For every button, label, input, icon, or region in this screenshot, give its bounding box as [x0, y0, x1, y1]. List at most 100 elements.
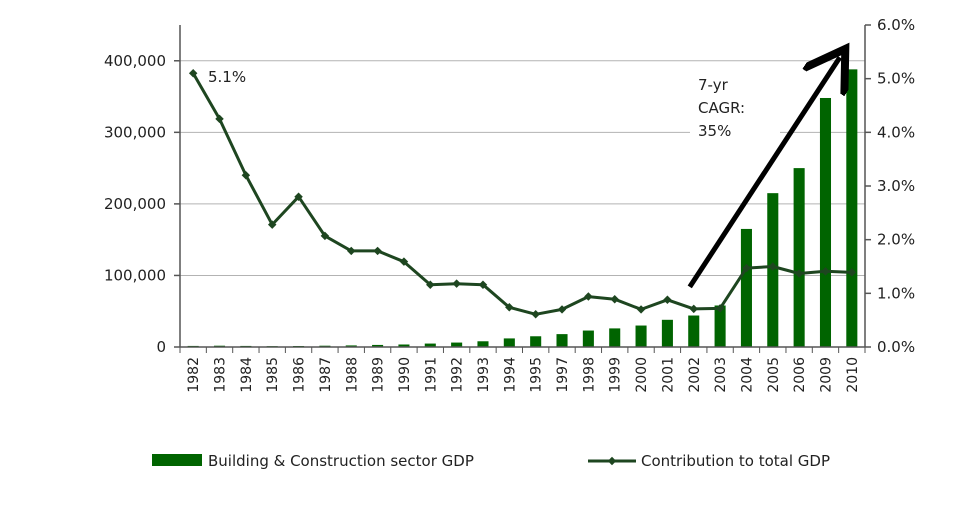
x-tick-label: 2009 [818, 357, 834, 393]
left-tick-label: 0 [156, 338, 166, 356]
x-tick-label: 1982 [186, 357, 202, 393]
right-tick-label: 1.0% [877, 284, 915, 302]
left-y-axis-labels: 0 100,000 200,000 300,000 400,000 [104, 52, 166, 356]
x-tick-label: 2002 [687, 357, 703, 393]
line-point-2006 [794, 269, 804, 278]
x-tick-label: 1986 [292, 357, 308, 393]
right-tick-label: 5.0% [877, 70, 915, 88]
bar-2002 [688, 315, 700, 347]
line-point-2004 [742, 263, 751, 273]
line-point-2001 [663, 295, 672, 305]
right-tick-label: 6.0% [877, 16, 915, 34]
growth-arrow [687, 57, 840, 289]
line-point-2003 [715, 304, 725, 313]
left-tick-label: 100,000 [104, 266, 166, 284]
line-series [188, 69, 857, 319]
left-tick-label: 200,000 [104, 195, 166, 213]
line-point-1994 [505, 303, 514, 312]
cagr-label-line2: CAGR: [698, 99, 745, 117]
bar-2003 [714, 305, 726, 347]
line-point-1982 [188, 69, 198, 78]
bar-2009 [819, 97, 832, 347]
line-point-1993 [478, 280, 488, 289]
x-tick-label: 1990 [397, 357, 413, 393]
bar-2004 [740, 228, 752, 347]
legend-bar-swatch [152, 454, 202, 466]
bar-1999 [609, 328, 621, 347]
bar-2010 [846, 69, 858, 347]
right-tick-label: 0.0% [877, 338, 915, 356]
bar-1989 [372, 344, 384, 347]
x-tick-label: 1993 [476, 357, 492, 393]
bar-1992 [451, 342, 463, 347]
cagr-annotation-background [690, 72, 780, 146]
x-tick-label: 2003 [713, 357, 729, 393]
bar-1997 [556, 334, 568, 347]
x-tick-label: 1994 [502, 357, 518, 393]
cagr-label-line1: 7-yr [698, 76, 729, 94]
bar-1988 [345, 345, 357, 347]
x-tick-label: 2000 [634, 357, 650, 393]
line-point-2000 [636, 305, 646, 314]
first-value-label: 5.1% [208, 68, 246, 86]
line-point-1991 [426, 280, 435, 289]
line-point-1999 [610, 294, 619, 304]
bar-2006 [793, 168, 805, 347]
bar-1994 [503, 338, 515, 347]
x-tick-label: 1987 [318, 357, 334, 393]
bar-1990 [398, 344, 410, 347]
x-tick-label: 1997 [555, 357, 571, 393]
right-y-axis-labels: 0.0% 1.0% 2.0% 3.0% 4.0% 5.0% 6.0% [877, 16, 915, 356]
x-tick-label: 2001 [660, 357, 676, 393]
right-tick-label: 2.0% [877, 231, 915, 249]
bar-1995 [530, 336, 542, 347]
x-tick-label: 2005 [766, 357, 782, 393]
right-tick-label: 4.0% [877, 123, 915, 141]
line-point-1984 [241, 171, 251, 180]
bar-1998 [582, 330, 594, 347]
x-tick-label: 1989 [371, 357, 387, 393]
x-tick-label: 1985 [265, 357, 281, 393]
bar-2000 [635, 325, 647, 347]
left-tick-label: 400,000 [104, 52, 166, 70]
legend: Building & Construction sector GDP Contr… [152, 452, 830, 470]
line-point-1987 [320, 231, 330, 241]
line-point-1992 [452, 279, 461, 288]
line-point-1986 [294, 192, 303, 201]
bar-1991 [424, 343, 436, 347]
x-tick-label: 1984 [239, 357, 255, 393]
x-tick-label: 1995 [529, 357, 545, 393]
line-point-1983 [215, 114, 224, 124]
line-point-1990 [399, 257, 409, 266]
contribution-line [191, 72, 852, 316]
cagr-label-line3: 35% [698, 122, 731, 140]
x-tick-label: 2010 [845, 357, 861, 393]
x-tick-label: 1988 [344, 357, 360, 393]
left-tick-label: 300,000 [104, 123, 166, 141]
x-tick-label: 1983 [213, 357, 229, 393]
x-tick-label: 1991 [423, 357, 439, 393]
right-tick-label: 3.0% [877, 177, 915, 195]
x-axis-labels: 1982 1983 1984 1985 1986 1987 1988 1989 1990 1991… [186, 357, 861, 393]
legend-line-label: Contribution to total GDP [641, 452, 830, 470]
x-tick-label: 1992 [450, 357, 466, 393]
x-tick-label: 2004 [739, 357, 755, 393]
line-point-2009 [821, 267, 830, 276]
x-tick-label: 1998 [581, 357, 597, 393]
legend-line-marker [607, 456, 617, 466]
x-tick-label: 2006 [792, 357, 808, 393]
line-point-1988 [347, 246, 356, 256]
axes [174, 24, 871, 353]
line-point-1998 [584, 292, 593, 301]
line-point-1985 [267, 220, 277, 229]
line-point-2005 [768, 262, 778, 271]
bar-1993 [477, 341, 489, 347]
line-point-1997 [557, 305, 567, 314]
line-point-2010 [847, 268, 857, 277]
x-tick-label: 1999 [608, 357, 624, 393]
line-point-1989 [373, 246, 382, 256]
legend-bar-label: Building & Construction sector GDP [208, 452, 474, 470]
line-point-2002 [689, 304, 698, 314]
bar-2001 [661, 319, 673, 347]
